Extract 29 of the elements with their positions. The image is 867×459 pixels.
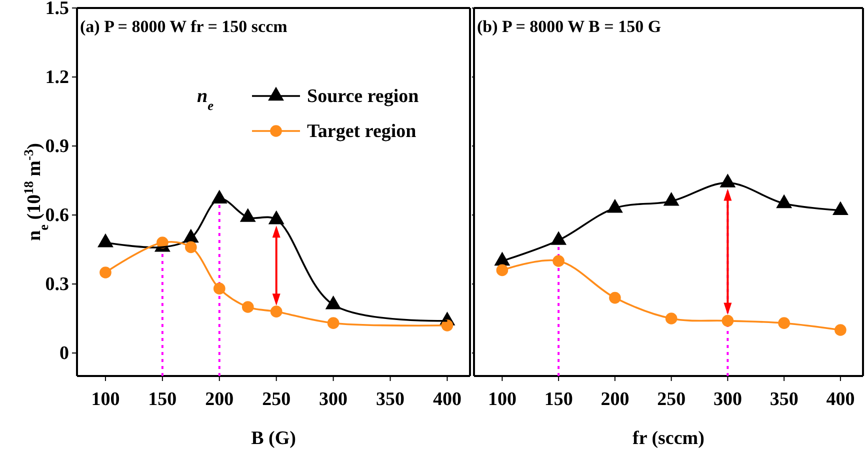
x-axis-title: B (G)	[251, 428, 296, 449]
y-tick-label: 1.2	[45, 67, 69, 88]
legend-title: n$_{e}$	[197, 86, 214, 112]
text: (a) P = 8000 W fr = 150 sccm	[80, 17, 288, 36]
x-tick-label: 100	[91, 388, 120, 410]
y-tick-label: 0.9	[45, 136, 69, 158]
x-tick-label: 200	[600, 388, 630, 410]
x-tick-label: 400	[826, 388, 855, 410]
x-tick-label: 400	[432, 388, 462, 410]
x-tick-label: 250	[262, 388, 291, 410]
point	[832, 201, 848, 215]
x-tick-label: 250	[657, 388, 686, 410]
legend-label: Source region	[307, 86, 420, 107]
x-tick-label: 150	[148, 388, 177, 410]
x-tick-label: 200	[205, 388, 234, 410]
x-tick-label: 300	[713, 388, 742, 410]
x-tick-label: 150	[544, 388, 573, 410]
y-tick-label: 0.3	[45, 274, 69, 296]
legend-label: Target region	[307, 121, 417, 142]
x-axis-title: fr (sccm)	[632, 428, 704, 449]
x-tick-label: 350	[376, 388, 405, 410]
x-tick-label: 300	[319, 388, 348, 410]
y-tick-label: 1.5	[45, 0, 69, 20]
x-tick-label: 100	[488, 388, 516, 410]
y-tick-label: 0.6	[45, 205, 69, 226]
y-tick-label: 0	[60, 343, 69, 364]
x-tick-label: 350	[770, 388, 798, 410]
point	[834, 324, 846, 336]
text: (b) P = 8000 W B = 150 G	[477, 17, 662, 36]
